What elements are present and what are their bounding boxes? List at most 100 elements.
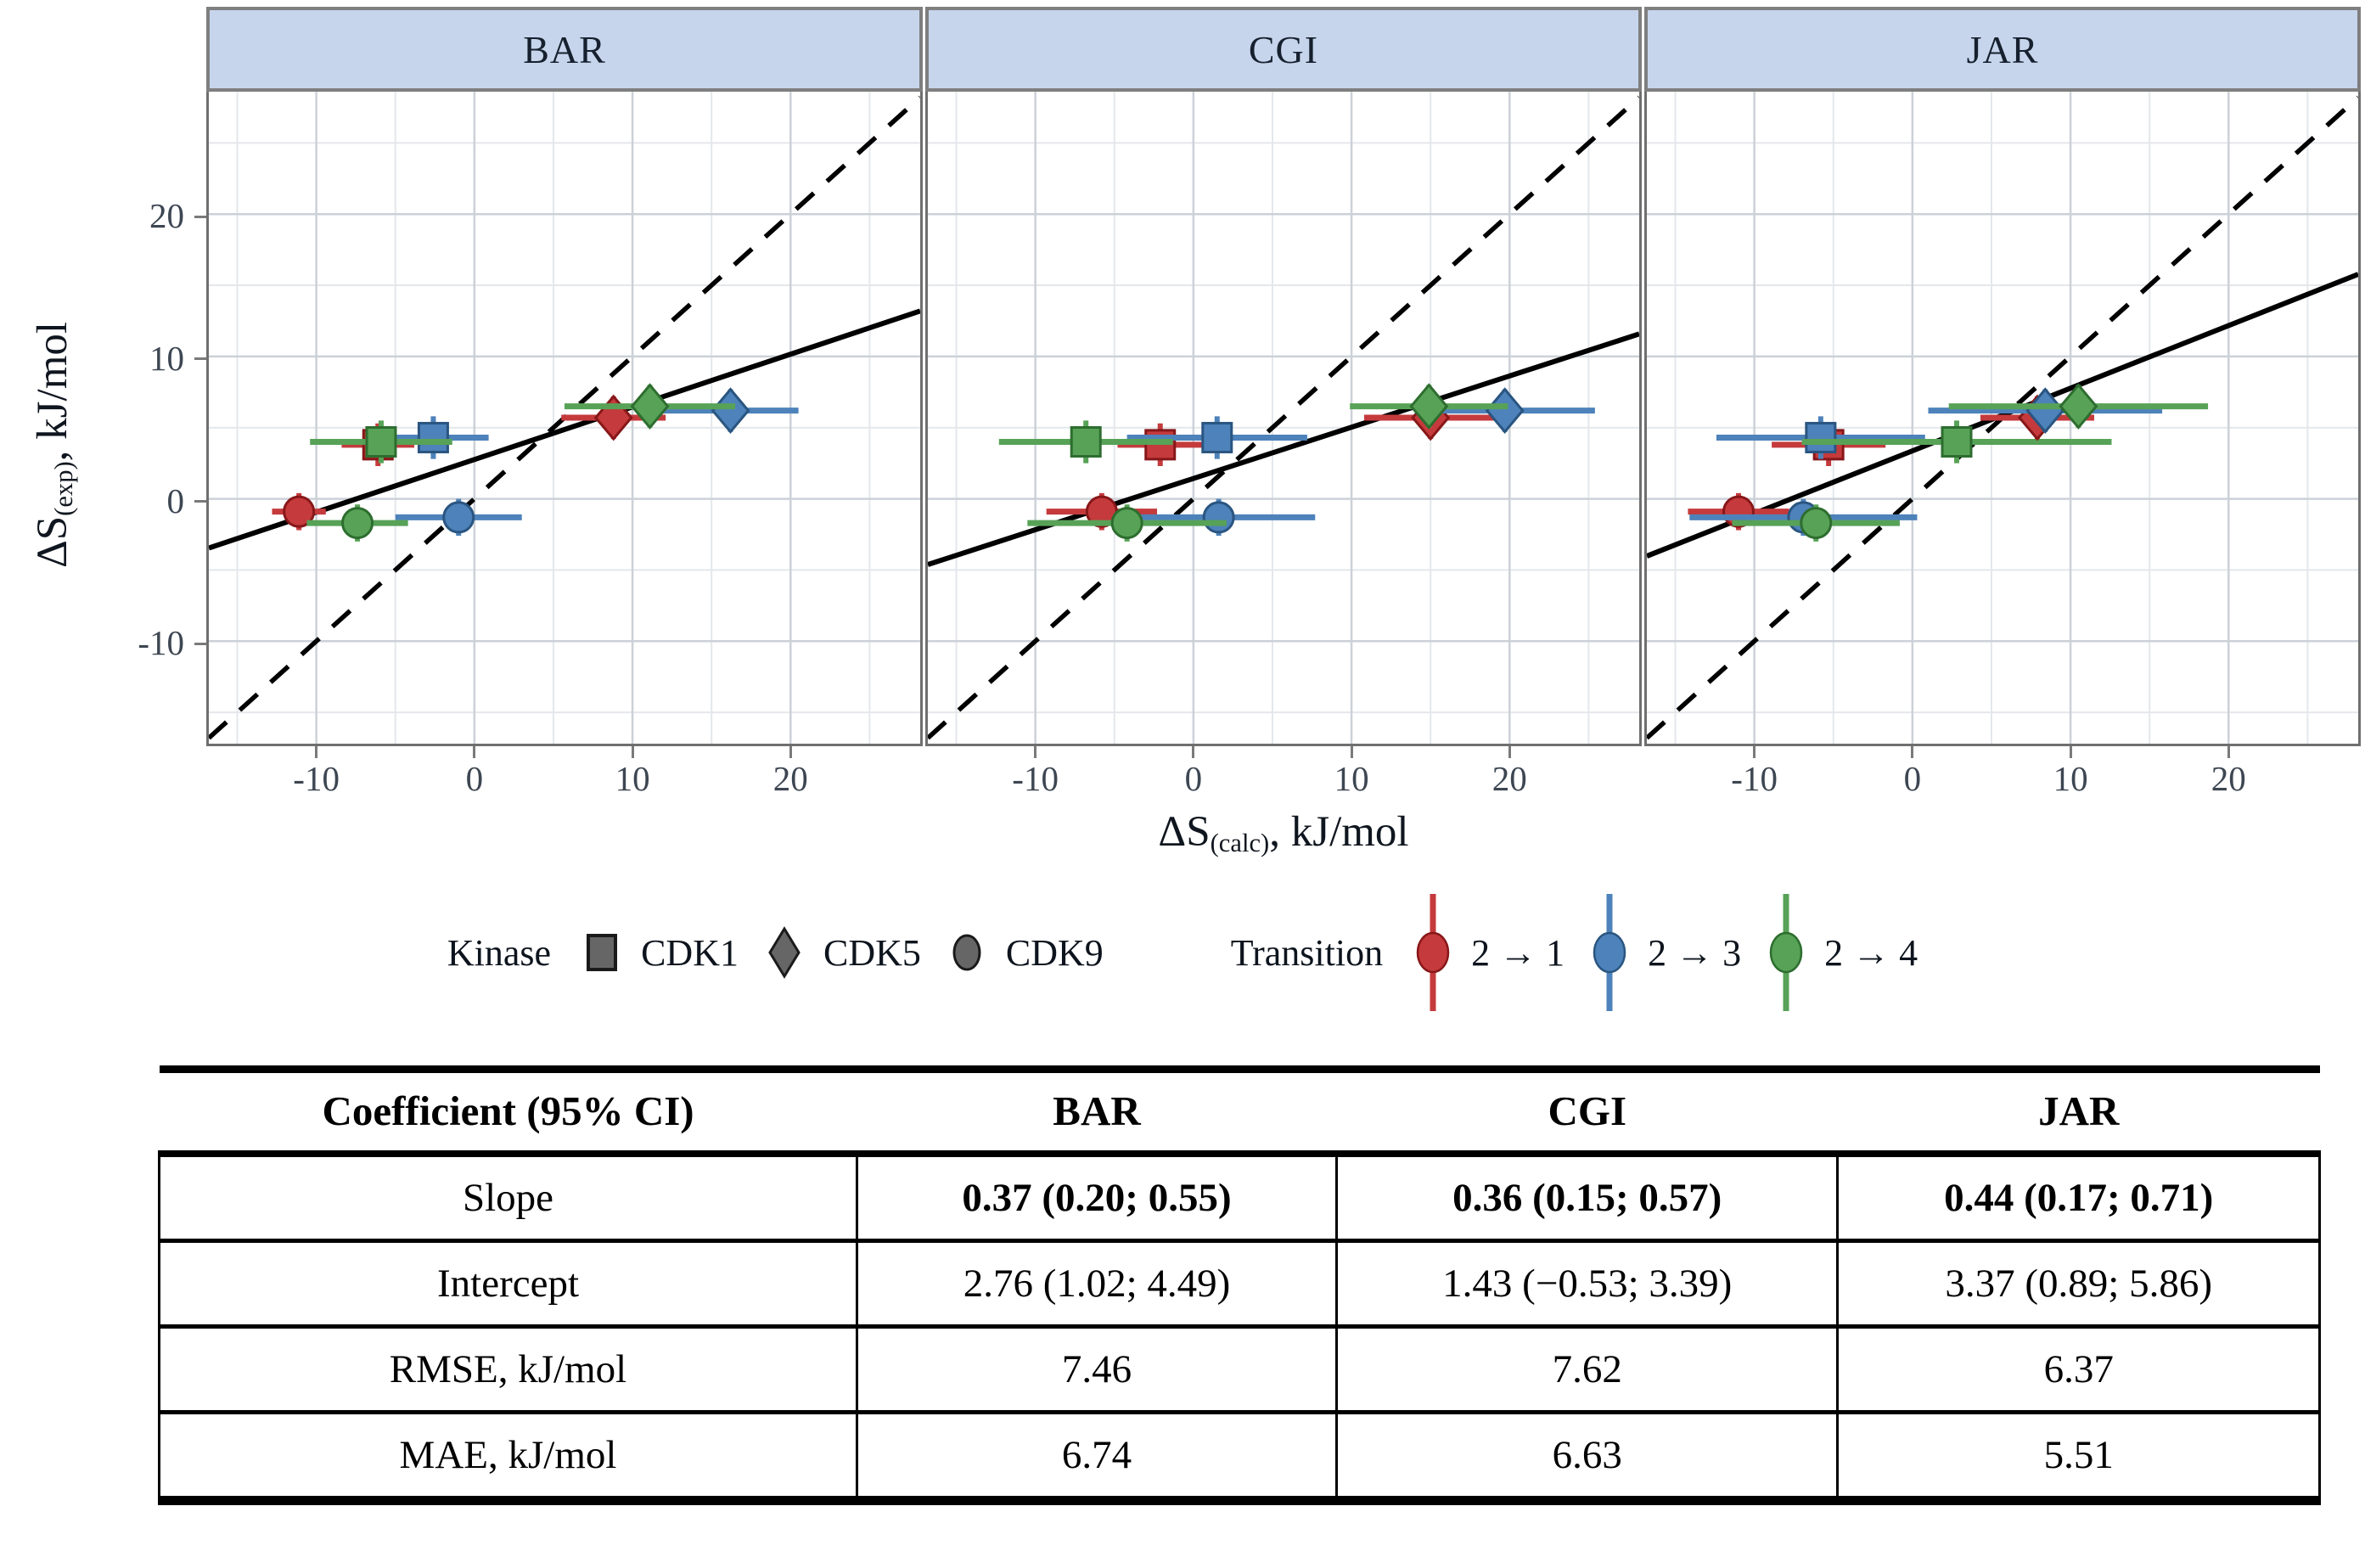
x-tick-mark <box>2227 746 2230 758</box>
data-point-marker <box>442 501 475 534</box>
cdk9-circle-icon <box>952 934 981 971</box>
legend-transition-title: Transition <box>1230 931 1384 974</box>
x-axis-title-main: ΔS <box>1158 808 1211 856</box>
data-point-marker <box>365 426 397 458</box>
legend-kinase-title: Kinase <box>447 931 552 974</box>
x-tick-mark <box>1034 746 1037 758</box>
panel-CGI: CGI -10 0 10 20 <box>925 7 1642 802</box>
row-label-cell: RMSE, kJ/mol <box>157 1324 859 1413</box>
x-tick-label: -10 <box>1012 759 1059 798</box>
square-glyph <box>587 934 618 971</box>
data-point-marker <box>2059 383 2098 430</box>
transition-errorbar-icon <box>1769 894 1803 1011</box>
chart-legend: Kinase CDK1 CDK5 CDK9 Transition 2 → 1 2 → … <box>0 889 2365 1016</box>
x-tick-row-JAR: -10 0 10 20 <box>1644 746 2361 802</box>
table-row: MAE, kJ/mol 6.74 6.63 5.51 <box>157 1410 2321 1502</box>
y-tick-label: -10 <box>138 623 184 663</box>
data-point-marker <box>1800 507 1833 540</box>
data-point-marker <box>1070 426 1102 458</box>
y-tick-mark <box>194 357 206 361</box>
panel-header-BAR: BAR <box>206 7 923 92</box>
x-axis-title-rest: , kJ/mol <box>1269 808 1409 856</box>
data-point-marker <box>630 383 670 430</box>
x-tick-label: 0 <box>465 759 484 798</box>
y-tick-mark <box>194 215 206 218</box>
legend-kinase-label: CDK5 <box>823 931 921 974</box>
x-tick-label: 20 <box>772 759 808 798</box>
panel-row: BAR -10 0 10 20 CGI -10 0 10 20 JAR -10 0 10 20 <box>206 7 2361 802</box>
x-tick-label: 10 <box>2053 759 2088 798</box>
cdk5-diamond-icon <box>768 926 801 979</box>
scatter-figure: ΔS(exp), kJ/mol 20 10 0 -10 BAR -10 0 10 20 CGI -… <box>0 7 2365 1016</box>
value-cell: 0.37 (0.20; 0.55) <box>856 1151 1339 1242</box>
panel-plot-CGI <box>928 92 1639 744</box>
circle-glyph <box>952 934 981 971</box>
data-point-marker <box>341 507 374 540</box>
table-header: Coefficient (95% CI) BAR CGI JAR <box>159 1069 2320 1157</box>
y-axis-title-rest: , kJ/mol <box>29 321 76 462</box>
legend-item-transition: 2 → 1 <box>1413 889 1564 1016</box>
transition-errorbar-icon <box>1593 894 1626 1011</box>
data-point-marker <box>1202 501 1235 534</box>
table-header-cell: JAR <box>1837 1069 2320 1157</box>
x-tick-label: 20 <box>1491 759 1527 798</box>
errorbar-ellipse <box>1769 931 1803 974</box>
panel-BAR: BAR -10 0 10 20 <box>206 7 923 802</box>
data-point-marker <box>1941 426 1973 458</box>
row-label-cell: Intercept <box>157 1239 859 1328</box>
x-tick-label: -10 <box>1731 759 1778 798</box>
fit-line <box>928 331 1639 567</box>
value-cell: 0.36 (0.15; 0.57) <box>1335 1151 1840 1242</box>
y-axis-title: ΔS(exp), kJ/mol <box>28 275 78 615</box>
y-tick-mark <box>194 500 206 503</box>
data-point-marker <box>1201 421 1233 453</box>
legend-transition-label: 2 → 3 <box>1648 931 1742 974</box>
x-tick-mark <box>1508 746 1511 758</box>
legend-item-kinase-CDK9: CDK9 <box>947 925 1104 981</box>
data-point-marker <box>1805 421 1837 453</box>
value-cell: 3.37 (0.89; 5.86) <box>1836 1239 2321 1328</box>
value-cell: 5.51 <box>1836 1410 2321 1502</box>
value-cell: 2.76 (1.02; 4.49) <box>856 1239 1339 1328</box>
data-point-marker <box>283 495 316 528</box>
legend-item-kinase-CDK1: CDK1 <box>581 925 739 981</box>
legend-item-transition: 2 → 4 <box>1767 889 1918 1016</box>
table-header-cell: Coefficient (95% CI) <box>159 1069 857 1157</box>
x-tick-label: 20 <box>2211 759 2246 798</box>
legend-kinase-group: Kinase CDK1 CDK5 CDK9 <box>447 925 1104 981</box>
y-tick-label: 20 <box>149 196 184 236</box>
y-tick-mark <box>194 642 206 645</box>
data-point-marker <box>417 421 449 453</box>
x-tick-mark <box>631 746 634 758</box>
y-tick-label: 10 <box>149 338 184 378</box>
x-tick-mark <box>789 746 792 758</box>
table-header-row: Coefficient (95% CI) BAR CGI JAR <box>159 1069 2320 1157</box>
coefficient-table: Coefficient (95% CI) BAR CGI JAR Slope 0.37 … <box>157 1065 2321 1505</box>
x-tick-label: 10 <box>615 759 650 798</box>
x-tick-label: -10 <box>293 759 340 798</box>
table-row: Intercept 2.76 (1.02; 4.49) 1.43 (−0.53; 3… <box>157 1239 2321 1328</box>
cdk1-square-icon <box>587 934 618 971</box>
data-point-marker <box>711 387 750 434</box>
x-tick-row-BAR: -10 0 10 20 <box>206 746 923 802</box>
x-tick-mark <box>315 746 318 758</box>
x-axis-title-sub: (calc) <box>1210 828 1270 857</box>
table-body: Slope 0.37 (0.20; 0.55) 0.36 (0.15; 0.57) 0… <box>157 1151 2321 1502</box>
plot-area-CGI <box>925 92 1642 746</box>
x-tick-mark <box>2069 746 2072 758</box>
value-cell: 0.44 (0.17; 0.71) <box>1836 1151 2321 1242</box>
y-axis-title-main: ΔS <box>29 515 76 569</box>
panel-plot-BAR <box>209 92 920 744</box>
table-header-cell: BAR <box>857 1069 1337 1157</box>
plot-area-BAR <box>206 92 923 746</box>
x-tick-label: 0 <box>1903 759 1922 798</box>
value-cell: 7.62 <box>1335 1324 1840 1413</box>
panel-header-JAR: JAR <box>1644 7 2361 92</box>
diamond-glyph <box>768 926 801 979</box>
data-point-marker <box>593 394 633 441</box>
x-tick-mark <box>473 746 476 758</box>
panel-header-CGI: CGI <box>925 7 1642 92</box>
plot-area-JAR <box>1644 92 2361 746</box>
panel-plot-JAR <box>1647 92 2358 744</box>
